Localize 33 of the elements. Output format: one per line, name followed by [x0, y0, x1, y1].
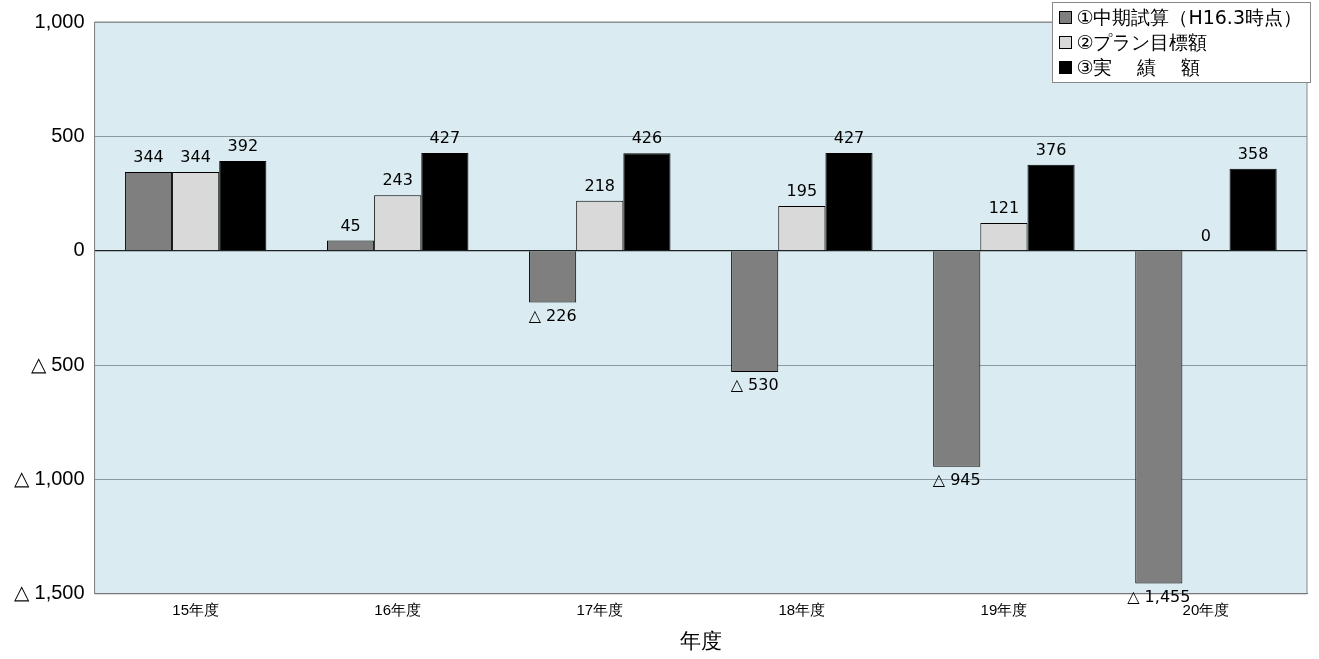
annotation: △ 945 — [932, 470, 981, 490]
data-label: 426 — [631, 128, 663, 148]
x-tick-label: 16年度 — [374, 600, 422, 618]
y-tick-label: △ 1,000 — [14, 466, 85, 489]
annotation: △ 1,455 — [1127, 586, 1191, 606]
data-label: 376 — [1035, 139, 1067, 159]
data-label: 121 — [988, 198, 1020, 218]
data-label: 45 — [340, 215, 361, 235]
x-tick-label: 15年度 — [172, 600, 219, 618]
data-label: 427 — [429, 128, 461, 148]
data-label: 358 — [1237, 143, 1269, 163]
x-tick-label: 18年度 — [778, 600, 826, 618]
data-label: 344 — [180, 147, 211, 167]
x-tick-label: 17年度 — [576, 600, 624, 618]
y-tick-label: 500 — [51, 123, 85, 146]
data-label: 218 — [584, 176, 616, 196]
data-label: 0 — [1200, 225, 1212, 245]
legend-label: ②プラン目標額 — [1076, 30, 1208, 55]
data-label: 344 — [133, 147, 164, 167]
data-label: 243 — [382, 170, 413, 190]
x-axis-title: 年度 — [679, 629, 722, 653]
y-tick-label: 1,000 — [34, 9, 85, 32]
data-label: 392 — [227, 136, 259, 156]
x-tick-label: 19年度 — [980, 600, 1028, 618]
annotation: △ 226 — [528, 305, 577, 325]
data-label: 195 — [786, 181, 818, 201]
annotation: △ 530 — [730, 375, 779, 395]
legend-label: ①中期試算（H16.3時点） — [1076, 5, 1302, 30]
y-tick-label: △ 500 — [30, 352, 85, 375]
y-tick-label: 0 — [73, 238, 85, 261]
y-tick-label: △ 1,500 — [14, 581, 85, 604]
data-label: 427 — [833, 128, 865, 148]
legend-label: ③実 績 額 — [1076, 55, 1201, 80]
